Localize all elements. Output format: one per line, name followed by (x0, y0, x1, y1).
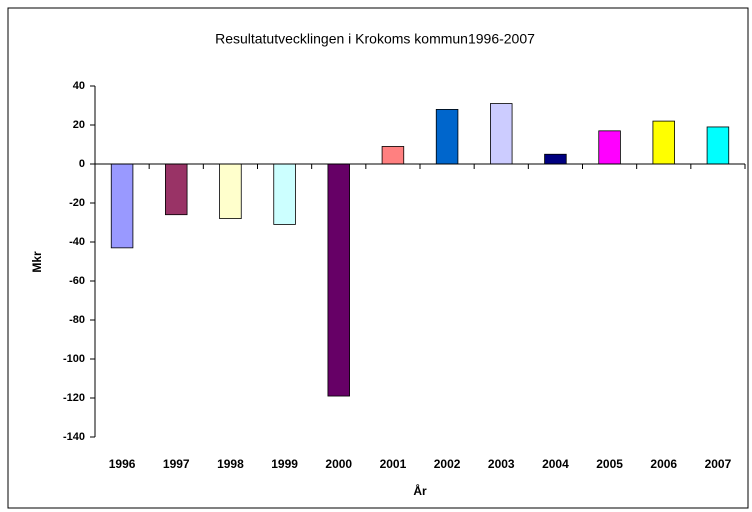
y-tick-label: -40 (69, 236, 85, 248)
x-tick-label: 1997 (163, 457, 190, 471)
y-tick-label: -140 (63, 431, 85, 443)
y-tick-label: 0 (79, 158, 85, 170)
y-tick-label: -120 (63, 392, 85, 404)
bar (544, 153, 567, 165)
x-tick-label: 2000 (325, 457, 352, 471)
x-tick-label: 2001 (380, 457, 407, 471)
x-tick-label: 2002 (434, 457, 461, 471)
bar (381, 146, 405, 165)
x-tick-label: 2004 (542, 457, 569, 471)
bar (110, 163, 134, 249)
bar (219, 163, 242, 219)
x-axis-label: År (413, 483, 427, 498)
x-tick-label: 1998 (217, 457, 244, 471)
x-tick-label: 1996 (109, 457, 136, 471)
chart-border (7, 7, 749, 509)
y-tick-label: -20 (69, 197, 85, 209)
chart-title: Resultatutvecklingen i Krokoms kommun199… (215, 31, 535, 47)
bar (435, 109, 459, 165)
bar (273, 163, 296, 225)
bar (165, 163, 188, 216)
x-tick-label: 1999 (271, 457, 298, 471)
y-tick-label: 20 (73, 119, 85, 131)
bar (490, 103, 513, 165)
bar (327, 163, 350, 397)
bar (598, 130, 621, 165)
y-tick-label: -60 (69, 275, 85, 287)
y-axis-label: Mkr (30, 251, 44, 273)
x-tick-label: 2003 (488, 457, 515, 471)
x-tick-label: 2007 (705, 457, 732, 471)
y-tick-label: 40 (73, 80, 85, 92)
x-tick-label: 2006 (650, 457, 677, 471)
y-tick-label: -100 (63, 353, 85, 365)
y-tick-label: -80 (69, 314, 85, 326)
bar (706, 126, 730, 165)
bar (652, 120, 675, 165)
x-tick-label: 2005 (596, 457, 623, 471)
